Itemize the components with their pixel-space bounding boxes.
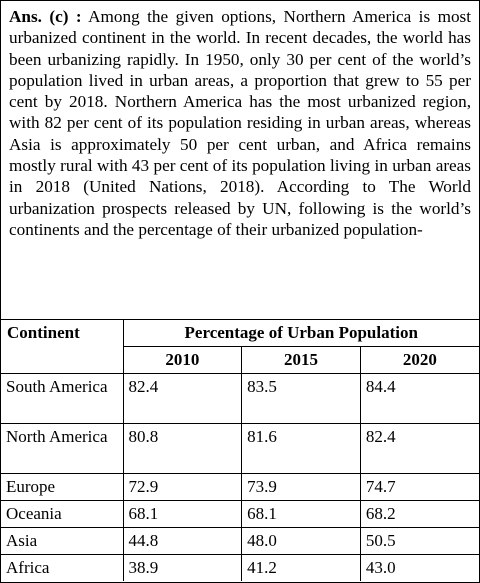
answer-paragraph: Ans. (c) : Among the given options, Nort… [1, 1, 479, 319]
continent-cell: North America [1, 423, 124, 474]
continent-cell: Europe [1, 473, 124, 501]
table-row: Asia 44.8 48.0 50.5 [1, 527, 479, 555]
value-cell: 38.9 [122, 554, 243, 581]
table-row: South America 82.4 83.5 84.4 [1, 373, 479, 424]
header-cell: Continent [1, 319, 124, 374]
answer-text: Among the given options, Northern Americ… [9, 7, 472, 239]
value-cell: 72.9 [122, 473, 243, 501]
value-cell: 48.0 [241, 527, 361, 555]
table-row: North America 80.8 81.6 82.4 [1, 423, 479, 474]
value-cell: 82.4 [122, 373, 243, 424]
header-cell: Percentage of Urban Population [122, 319, 479, 347]
value-cell: 74.7 [359, 473, 479, 501]
year-header: 2010 [123, 346, 243, 374]
value-cell: 80.8 [122, 423, 243, 474]
value-cell: 68.1 [122, 500, 243, 528]
value-cell: 82.4 [359, 423, 479, 474]
value-cell: 83.5 [241, 373, 361, 424]
value-cell: 84.4 [359, 373, 479, 424]
answer-label: Ans. (c) : [9, 7, 82, 26]
urban-table: Continent Percentage of Urban Population… [1, 319, 479, 581]
years-row: 2010 2015 2020 [1, 346, 479, 374]
value-cell: 41.2 [241, 554, 361, 581]
header-row: Continent Percentage of Urban Population [1, 319, 479, 374]
continent-cell: Africa [1, 554, 124, 581]
value-cell: 68.2 [359, 500, 479, 528]
value-cell: 68.1 [241, 500, 361, 528]
table-head: Continent Percentage of Urban Population… [1, 319, 479, 374]
table-row: Africa 38.9 41.2 43.0 [1, 554, 479, 581]
value-cell: 81.6 [241, 423, 361, 474]
table-row: Europe 72.9 73.9 74.7 [1, 473, 479, 501]
continent-cell: Asia [1, 527, 124, 555]
table-row: Oceania 68.1 68.1 68.2 [1, 500, 479, 528]
value-cell: 44.8 [122, 527, 243, 555]
value-cell: 50.5 [359, 527, 479, 555]
year-header: 2015 [241, 346, 361, 374]
value-cell: 43.0 [359, 554, 479, 581]
value-cell: 73.9 [241, 473, 361, 501]
table-body: South America 82.4 83.5 84.4 North America 80… [1, 373, 479, 581]
year-header: 2020 [359, 346, 479, 374]
continent-cell: South America [1, 373, 124, 424]
continent-cell: Oceania [1, 500, 124, 528]
